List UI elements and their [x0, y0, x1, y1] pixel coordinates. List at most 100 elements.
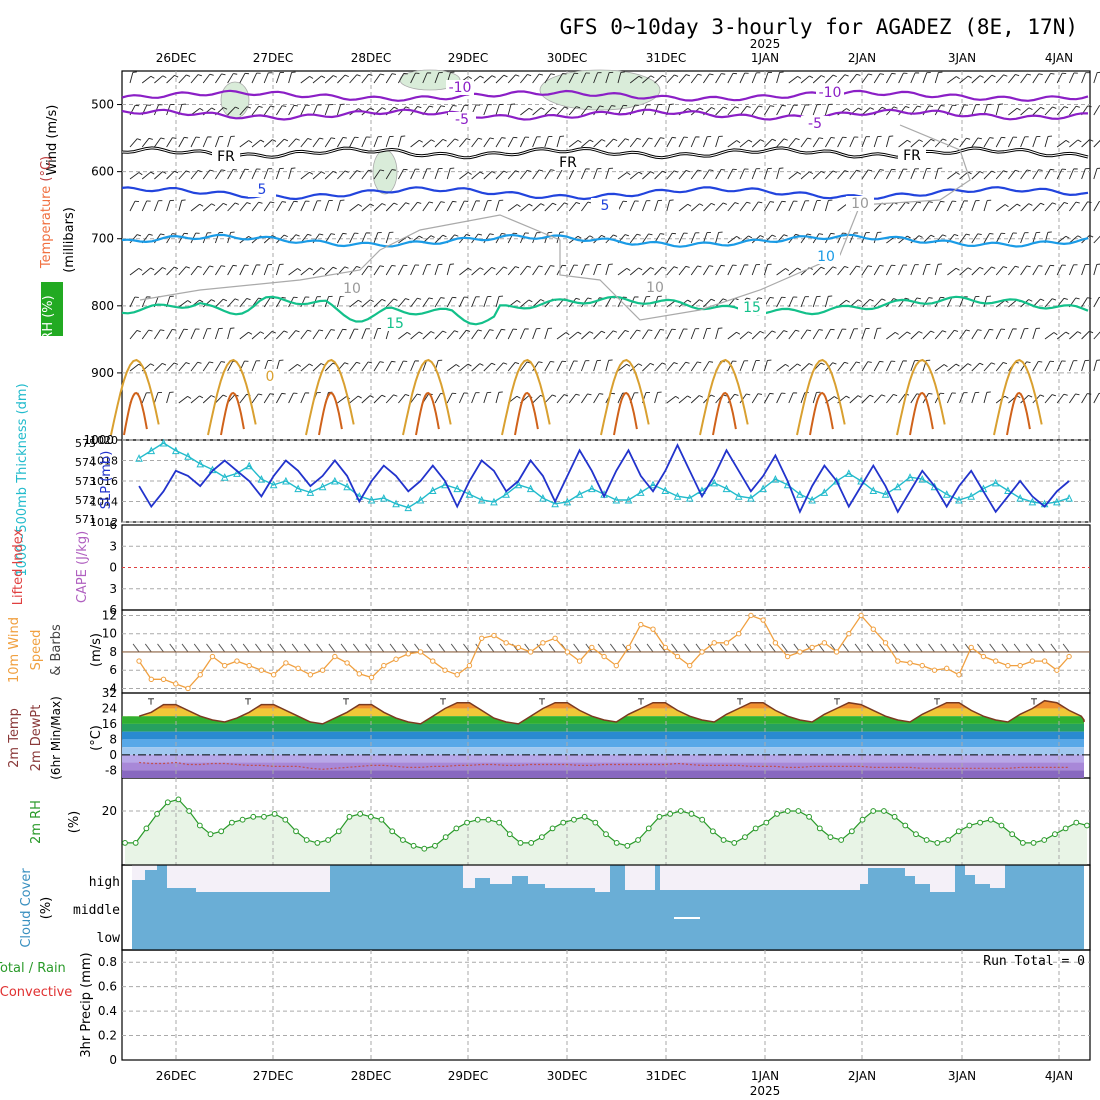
wind-barb: [397, 136, 402, 148]
wind10-point: [601, 653, 607, 660]
contour-label-bg: [212, 149, 240, 164]
wind-barb: [166, 137, 173, 148]
wind-barb: [471, 296, 477, 308]
wind-barb-flag: [515, 170, 520, 173]
wind-barb: [141, 138, 150, 148]
wind-barb-flag: [575, 202, 581, 205]
wind-barb: [251, 72, 258, 84]
wind10-barb: [181, 643, 189, 653]
wind-barb: [129, 296, 136, 308]
wind-barb-flag: [137, 138, 142, 141]
rh-point: [1041, 837, 1048, 843]
slp-tick-label: 1014: [90, 496, 118, 509]
wind-barb-flag: [430, 331, 435, 334]
wind-barb-flag: [940, 105, 945, 107]
wind-barb-flag: [734, 106, 739, 109]
wind10-point: [992, 658, 999, 664]
wind-barb-flag: [1063, 393, 1068, 396]
wind-barb: [178, 300, 188, 308]
wind10-point: [368, 674, 375, 681]
rh-point: [1019, 840, 1026, 846]
wind-barb-flag: [709, 265, 714, 267]
wind10-point: [1054, 667, 1060, 673]
cloud-gap: [196, 865, 255, 892]
wind-barb-flag: [650, 171, 655, 174]
wind-barb: [800, 137, 808, 148]
rh-point: [400, 837, 406, 843]
wind-barb: [825, 266, 834, 276]
wind-barb-flag: [868, 169, 873, 172]
wind-barb: [812, 329, 820, 340]
thickness-tick-label: 572: [75, 494, 96, 507]
wind-barb: [581, 331, 590, 340]
rh-point: [122, 840, 128, 846]
wind-barb: [861, 328, 867, 340]
wind-barb: [227, 169, 234, 180]
wind-barb-flag: [1040, 394, 1045, 397]
wind-barb: [422, 331, 432, 340]
wind-barb: [1081, 360, 1086, 372]
wind-barb: [556, 169, 563, 180]
wind-barb: [812, 266, 822, 276]
wind-barb-flag: [760, 139, 765, 142]
wind-barb-flag: [185, 362, 190, 365]
contour-label-bg: [446, 80, 474, 95]
wind10-barb: [279, 643, 287, 653]
wind-barb-flag: [891, 72, 896, 75]
wind-barb-flag: [297, 363, 302, 367]
contour-20: [600, 358, 650, 436]
wind-barb-flag: [809, 75, 814, 79]
wind-barb: [690, 203, 700, 212]
wind-barb-flag: [672, 136, 677, 139]
wind-barb: [739, 201, 747, 212]
wind-barb: [739, 393, 747, 404]
wind-barb: [458, 200, 465, 212]
wind-barb-flag: [758, 201, 763, 204]
rh-point: [517, 840, 524, 846]
wind-barb: [385, 169, 393, 180]
wind10-point: [870, 626, 876, 632]
date-label-top: 27DEC: [253, 51, 293, 65]
wind-barb-flag: [160, 137, 165, 140]
cloud-gap: [463, 865, 475, 888]
wind-barb-flag: [515, 266, 520, 269]
wind-barb: [1020, 395, 1029, 404]
wind-barb-flag: [795, 233, 800, 236]
contour-label-bg: [448, 112, 476, 127]
wind-barb: [1093, 139, 1100, 148]
wind-barb-flag: [989, 328, 994, 331]
wind10-tick-label: 8: [109, 645, 117, 659]
wind-barb-flag: [197, 74, 203, 77]
thickness-point: [857, 476, 865, 485]
wind-barb-flag: [405, 298, 410, 301]
wind-barb-flag: [150, 267, 155, 271]
wind-barb: [434, 393, 441, 404]
wind-barb: [898, 331, 908, 340]
wind10-point: [650, 626, 656, 632]
wind-barb-flag: [368, 361, 373, 364]
wind-barb: [312, 329, 320, 340]
bottom-date-labels: 26DEC 27DEC 28DEC 29DEC 30DEC 31DEC 1JAN 2JAN 3J…: [156, 1069, 1073, 1083]
wind-barb: [373, 169, 381, 180]
wind-barb-flag: [660, 233, 665, 235]
wind-barb: [300, 329, 308, 340]
wind-barb-flag: [660, 137, 665, 139]
wind-barb: [666, 233, 673, 244]
wind-barb-flag: [1026, 265, 1031, 268]
wind-barb-flag: [624, 330, 629, 333]
contour-freezing-inner: [121, 147, 1089, 159]
upper-rh-label: RH (%): [41, 295, 56, 340]
wind-barb: [1008, 299, 1018, 308]
wind-barb: [922, 201, 930, 212]
wind-barb-flag: [1065, 139, 1070, 143]
wind-barb: [568, 264, 575, 276]
wind10-point: [687, 662, 693, 669]
wind-barb: [629, 267, 639, 276]
wind-barb-flag: [503, 362, 508, 365]
wind-barb-flag: [235, 106, 240, 110]
wind-barb-flag: [174, 170, 179, 174]
wind-barb-flag: [380, 73, 385, 76]
thickness-point: [184, 452, 192, 460]
cloud-gap: [145, 865, 157, 870]
wind-barb-flag: [344, 362, 349, 365]
